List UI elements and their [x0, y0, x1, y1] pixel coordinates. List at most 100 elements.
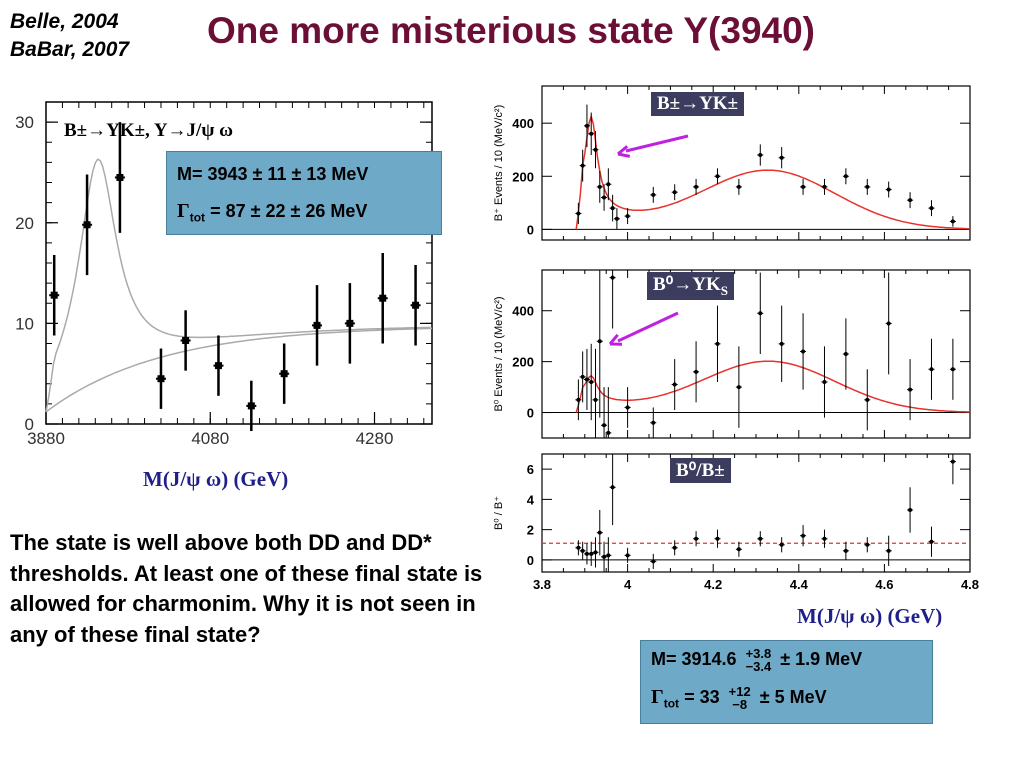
panel-data-point: [597, 530, 602, 535]
panel-data-point: [672, 545, 677, 550]
panel2-label-sub: S: [720, 282, 729, 298]
panel-y-tick-label: 200: [512, 355, 534, 370]
panel-y-axis-label: B⁰ Events / 10 (MeV/c²): [493, 296, 505, 411]
panel-data-point: [843, 548, 848, 553]
panel-data-point: [593, 550, 598, 555]
right-x-axis-label: M(J/ψ ω) (GeV): [797, 604, 943, 628]
left-y-tick-label: 20: [15, 214, 34, 233]
panel3-label: B⁰/B±: [670, 458, 731, 483]
mass-prefix: M= 3914.6: [651, 648, 737, 669]
left-y-tick-label: 10: [15, 314, 34, 333]
panel-data-point: [758, 311, 763, 316]
width-asym-error: +12 −8: [729, 685, 751, 711]
left-fit-result-box: M= 3943 ± 11 ± 13 MeV Γtot = 87 ± 22 ± 2…: [166, 151, 442, 235]
panel2-label: B⁰→YKS: [647, 272, 735, 300]
reference-belle: Belle, 2004: [10, 10, 119, 33]
pointer-arrow-shaft: [625, 134, 689, 153]
width-mid: = 33: [679, 686, 720, 707]
panel-data-point: [580, 163, 585, 168]
tot-subscript-right: tot: [663, 696, 680, 711]
panel-x-tick-label: 4.4: [790, 577, 809, 592]
panel-data-point: [589, 380, 594, 384]
panel-data-point: [950, 219, 955, 224]
panel-y-axis-label: B⁰ / B⁺: [493, 496, 505, 530]
panel-y-tick-label: 400: [512, 304, 534, 319]
panel-data-point: [580, 374, 585, 379]
panel-data-point: [610, 275, 615, 280]
panel-data-point: [584, 377, 589, 382]
left-x-axis-label: M(J/ψ ω) (GeV): [143, 467, 289, 491]
panel-data-point: [779, 341, 784, 346]
left-data-point: [157, 375, 165, 383]
width-rest: ± 5 MeV: [759, 686, 827, 707]
panel-data-point: [672, 382, 677, 387]
panel-data-point: [715, 536, 720, 541]
left-data-point: [116, 173, 124, 181]
panel-data-point: [736, 547, 741, 552]
panel-data-point: [950, 459, 955, 464]
left-x-tick-label: 4080: [191, 429, 229, 448]
panel-data-point: [779, 542, 784, 547]
panel-x-tick-label: 3.8: [533, 577, 551, 592]
width-down-error: −8: [732, 697, 748, 712]
panel-x-tick-label: 4.2: [704, 577, 722, 592]
right-width-value: Γtot = 33 +12 −8 ± 5 MeV: [651, 685, 827, 711]
panel-data-point: [606, 553, 611, 558]
panel-data-point: [602, 423, 607, 428]
panel-data-point: [610, 485, 615, 490]
left-data-point: [313, 321, 321, 329]
panel-data-point: [651, 420, 656, 425]
mass-down-error: −3.4: [745, 659, 772, 674]
gamma-symbol: Γ: [177, 200, 190, 222]
panel-y-tick-label: 0: [527, 222, 534, 237]
panel-data-point: [580, 548, 585, 553]
panel-data-point: [593, 397, 598, 402]
panel-y-tick-label: 400: [512, 116, 534, 131]
left-data-point: [182, 336, 190, 344]
panel-data-point: [672, 190, 677, 195]
panel-data-point: [843, 174, 848, 179]
panel-data-point: [589, 131, 594, 136]
gamma-symbol-right: Γ: [651, 685, 664, 708]
panel-data-point: [865, 184, 870, 189]
panel-y-tick-label: 4: [527, 492, 535, 507]
panel-data-point: [929, 367, 934, 372]
panel-data-point: [625, 405, 630, 410]
panel-data-point: [576, 397, 581, 402]
panel-data-point: [576, 211, 581, 216]
left-mass-value: M= 3943 ± 11 ± 13 MeV: [177, 164, 369, 184]
panel-data-point: [758, 536, 763, 541]
left-data-point: [280, 370, 288, 378]
panel-data-point: [694, 184, 699, 189]
left-data-point: [83, 221, 91, 229]
left-background-curve: [45, 327, 433, 413]
mass-asym-error: +3.8 −3.4: [746, 647, 772, 673]
panel-data-point: [602, 554, 607, 559]
panel-data-point: [614, 216, 619, 221]
panel-data-point: [801, 184, 806, 189]
panel-data-point: [822, 184, 827, 189]
panel-data-point: [929, 539, 934, 544]
panel-fit-curve: [575, 360, 971, 413]
panel-data-point: [801, 533, 806, 538]
reference-list: Belle, 2004 BaBar, 2007: [10, 8, 129, 64]
slide-title: One more misterious state Y(3940): [207, 10, 816, 51]
pointer-arrow-head: [617, 145, 631, 158]
belle-plot: 0 10 20 30 3880 4080 4280: [15, 101, 433, 448]
width-text: = 87 ± 22 ± 26 MeV: [205, 201, 368, 221]
panel2-label-main: B⁰→YK: [653, 274, 721, 295]
mass-rest: ± 1.9 MeV: [780, 648, 863, 669]
panel-fit-curve: [575, 113, 970, 230]
panel-data-point: [589, 551, 594, 556]
left-data-point: [346, 319, 354, 327]
mass-up-error: +3.8: [745, 646, 772, 661]
panel-data-point: [584, 123, 589, 128]
panel-data-point: [584, 551, 589, 556]
panel-data-point: [908, 198, 913, 203]
panel-data-point: [886, 548, 891, 553]
right-fit-result-box: M= 3914.6 +3.8 −3.4 ± 1.9 MeV Γtot = 33 +…: [640, 640, 933, 724]
pointer-arrow-shaft: [617, 311, 679, 343]
panel-data-point: [822, 380, 827, 384]
right-mass-value: M= 3914.6 +3.8 −3.4 ± 1.9 MeV: [651, 647, 862, 673]
panel-x-tick-label: 4: [624, 577, 632, 592]
